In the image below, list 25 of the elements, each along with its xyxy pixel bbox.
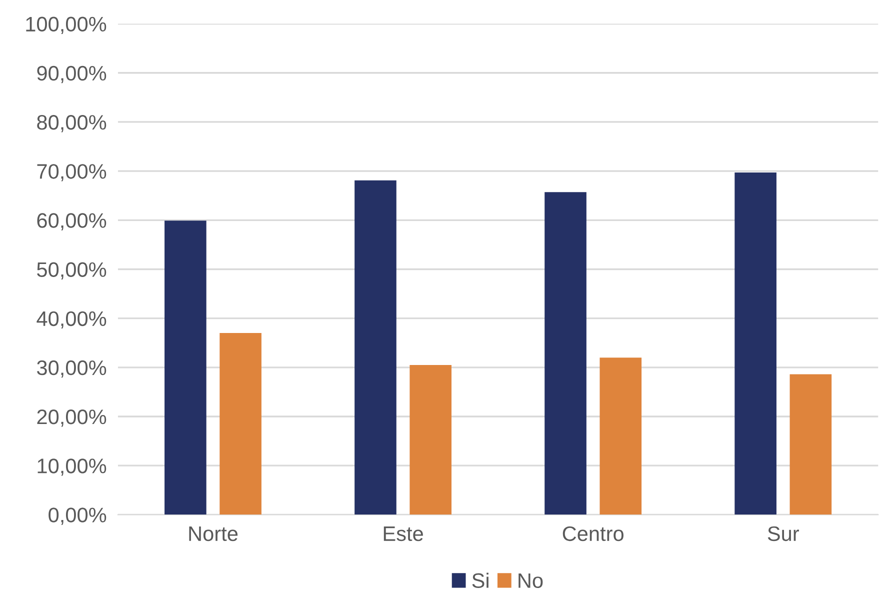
bar (220, 333, 262, 515)
bar (410, 364, 452, 515)
y-tick-label: 100,00% (26, 16, 106, 34)
x-tick-label: Este (384, 526, 423, 542)
bar (600, 358, 642, 515)
bar (544, 192, 586, 515)
x-tick-label: Centro (562, 526, 624, 542)
y-tick-label: 10,00% (38, 458, 106, 476)
y-tick-label: 90,00% (37, 66, 106, 84)
bar (734, 172, 776, 515)
bar (354, 180, 396, 515)
legend-label: No (518, 573, 543, 588)
y-tick-label: 70,00% (37, 164, 106, 182)
bar (164, 220, 206, 515)
y-tick-label: 40,00% (36, 311, 106, 329)
bar (790, 374, 832, 515)
y-tick-label: 20,00% (37, 410, 106, 427)
y-tick-label: 30,00% (37, 360, 106, 378)
x-tick-label: Sur (768, 526, 799, 542)
y-tick-label: 50,00% (37, 262, 106, 280)
y-tick-label: 80,00% (37, 114, 106, 132)
y-tick-label: 60,00% (37, 213, 106, 230)
legend-label: Si (472, 572, 488, 588)
y-tick-label: 0,00% (48, 508, 106, 525)
x-tick-label: Norte (189, 526, 238, 542)
